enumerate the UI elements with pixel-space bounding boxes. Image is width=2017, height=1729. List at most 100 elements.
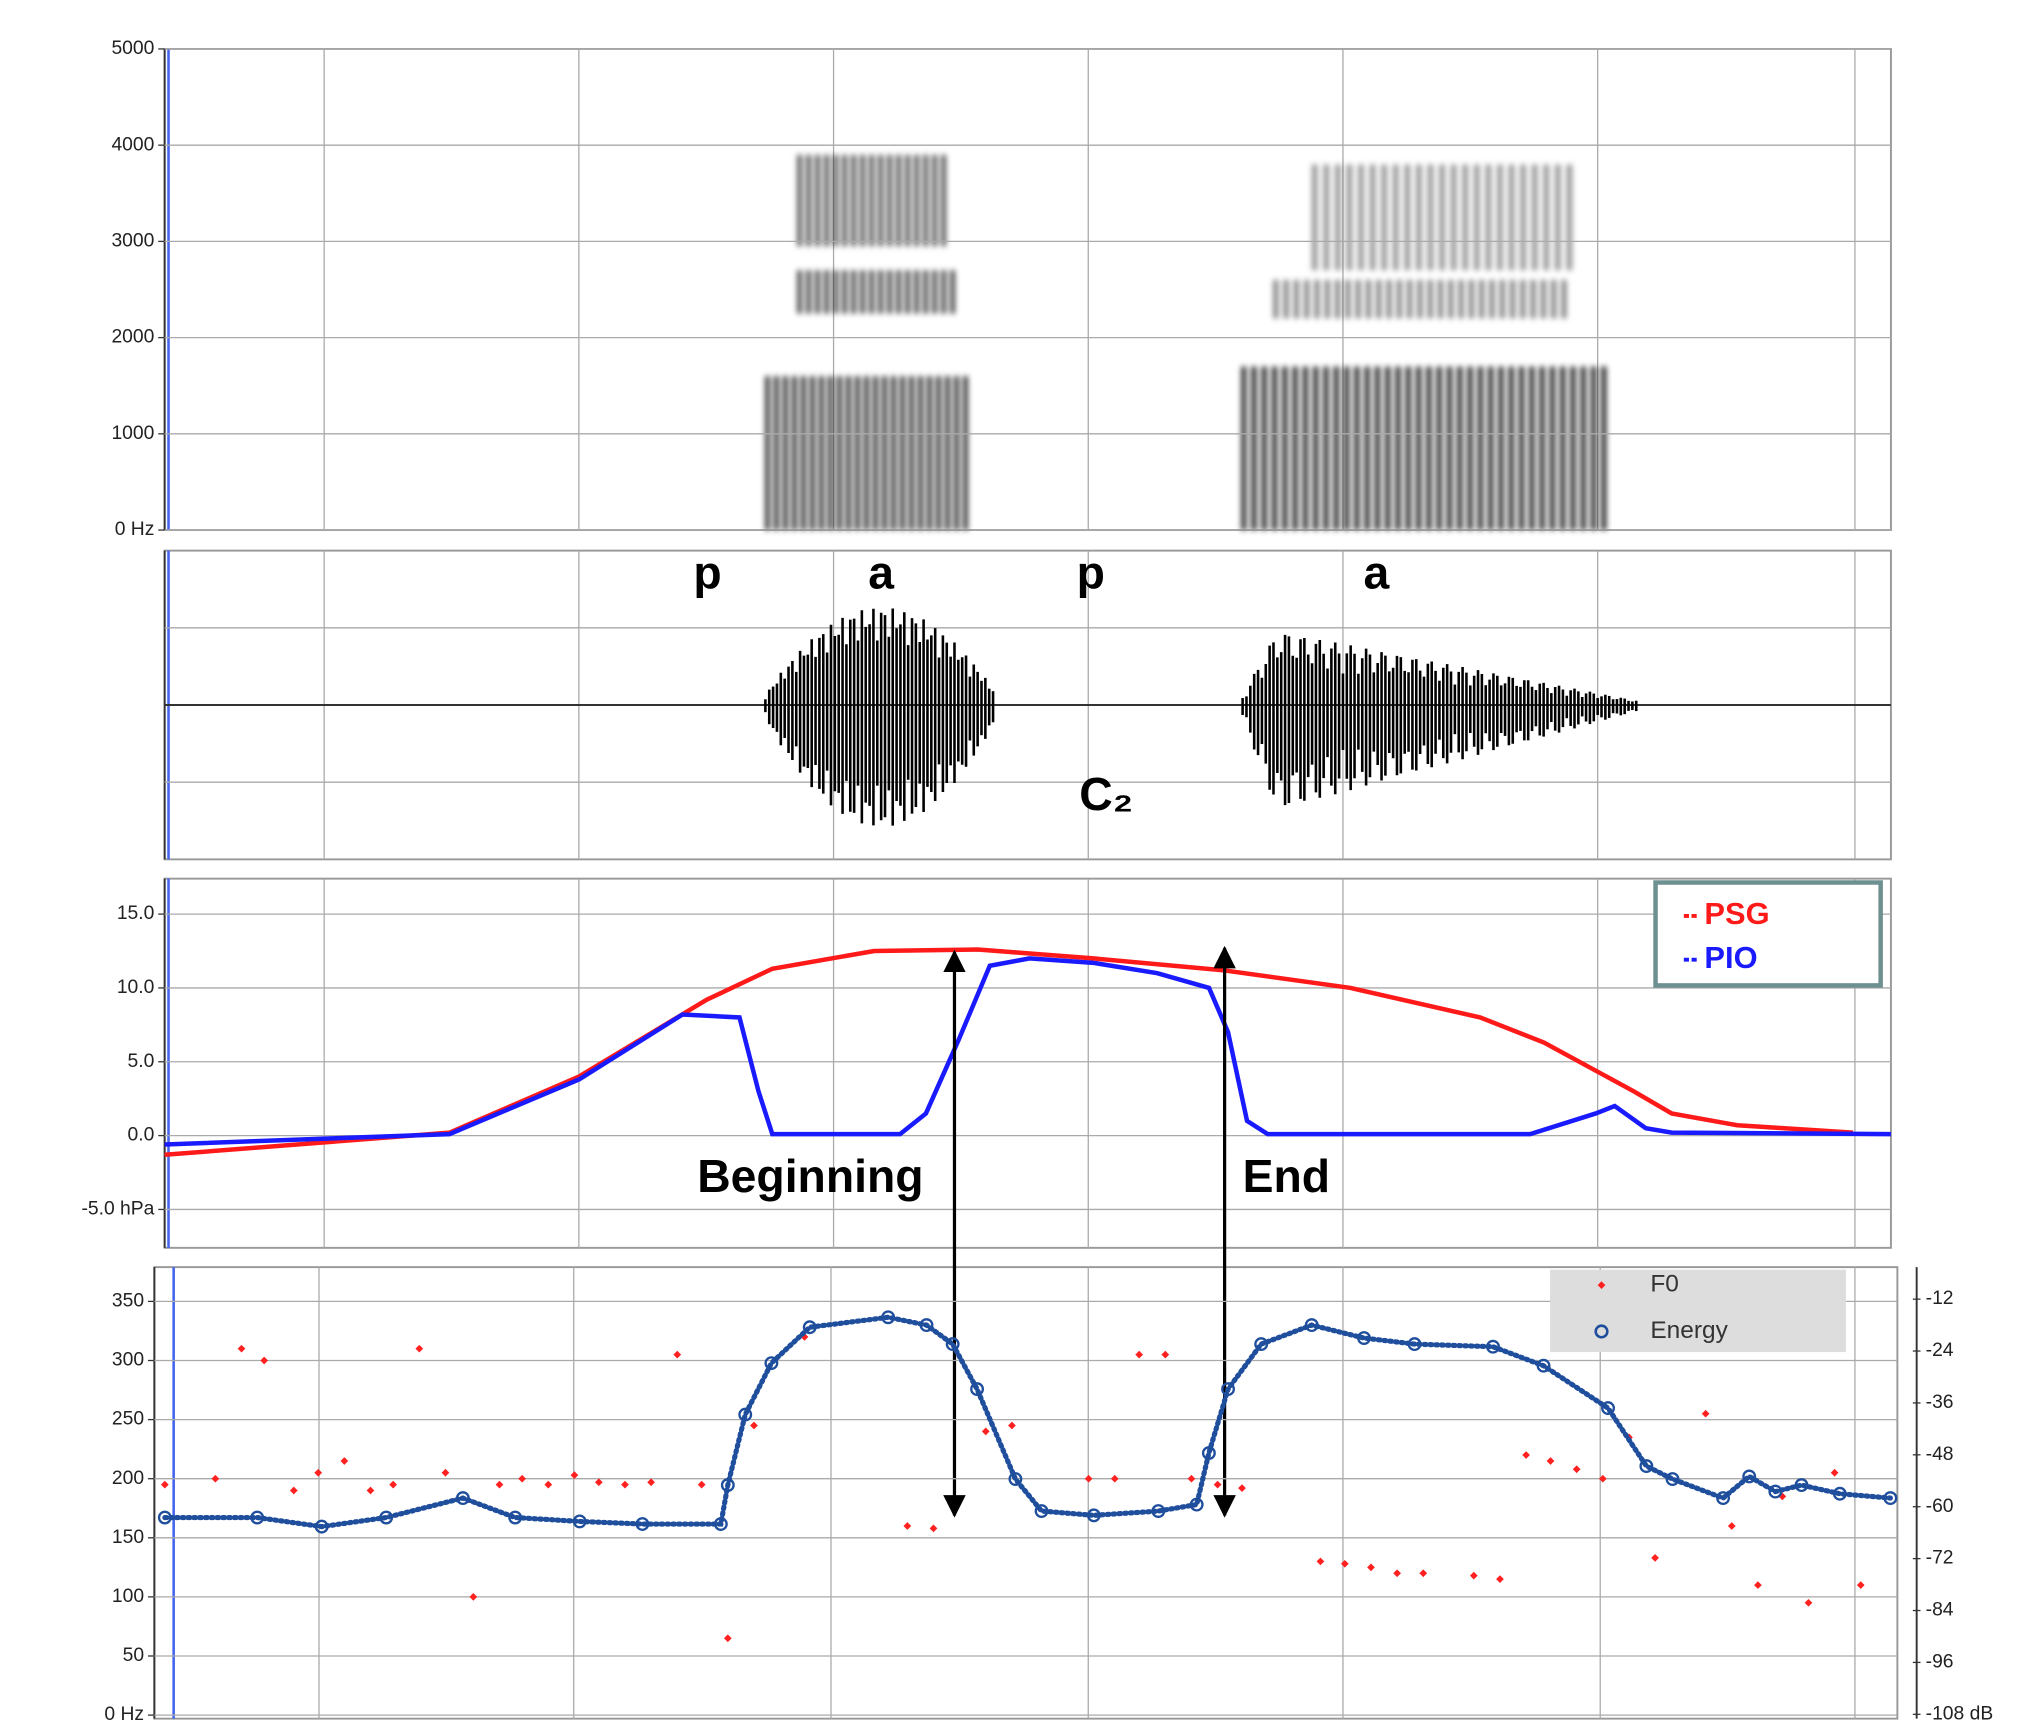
f0-point — [1340, 1559, 1349, 1568]
energy-point — [1034, 1504, 1049, 1518]
phoneme-label: a — [868, 547, 895, 599]
formant — [1530, 279, 1536, 319]
formant — [1478, 366, 1483, 531]
formant — [882, 376, 887, 531]
formant — [932, 270, 937, 314]
formant — [1335, 164, 1341, 271]
series-line — [164, 947, 1854, 1158]
energy-point — [1665, 1472, 1680, 1486]
y-tick-label: -36 — [1926, 1392, 1954, 1413]
formant — [1488, 366, 1493, 531]
energy-point — [1357, 1331, 1371, 1346]
y-tick-label: -96 — [1926, 1652, 1954, 1673]
formant — [1436, 366, 1442, 531]
f0-point — [495, 1480, 504, 1489]
formant — [801, 376, 806, 531]
formant — [905, 154, 910, 247]
f0-point — [1419, 1569, 1428, 1578]
f0-point — [1238, 1484, 1246, 1493]
formant — [1570, 366, 1576, 531]
f0-point — [673, 1350, 682, 1359]
energy-point — [1221, 1382, 1236, 1397]
annotation: End — [1243, 1150, 1330, 1202]
energy-point — [1086, 1508, 1101, 1523]
formant — [1416, 366, 1421, 531]
formant — [1312, 164, 1318, 271]
f0-point — [518, 1474, 526, 1483]
formant — [806, 270, 811, 314]
energy-line — [162, 1314, 1893, 1530]
energy-point — [764, 1356, 779, 1371]
formant — [1543, 164, 1549, 271]
formant — [819, 376, 824, 531]
formant — [837, 376, 842, 531]
y-tick-label: 1000 — [111, 423, 154, 444]
formant — [909, 376, 914, 531]
f0-point — [1469, 1571, 1478, 1580]
f0-point — [389, 1480, 398, 1489]
formant — [891, 376, 896, 531]
formant — [1323, 164, 1329, 271]
formant — [1520, 164, 1526, 271]
formant — [833, 270, 838, 314]
formant — [774, 376, 779, 531]
spectrogram-image — [765, 154, 1607, 531]
formant — [1385, 366, 1391, 531]
formant — [1508, 164, 1515, 271]
formant — [923, 154, 928, 247]
y-tick-label: 250 — [112, 1409, 144, 1430]
formant — [1458, 279, 1464, 319]
formant — [1551, 279, 1556, 319]
y-tick-label: -108 dB — [1926, 1703, 1994, 1724]
energy-point — [1201, 1446, 1216, 1461]
f0-point — [415, 1344, 424, 1353]
y-tick-label: 50 — [123, 1645, 144, 1666]
formant — [1438, 279, 1443, 319]
y-tick-label: 4000 — [111, 134, 154, 155]
formant — [1467, 366, 1473, 531]
y-tick-label: 0 Hz — [115, 519, 155, 540]
f0-point — [1008, 1421, 1016, 1430]
formant — [864, 376, 869, 531]
energy-point — [1639, 1459, 1654, 1474]
formant — [1499, 279, 1505, 319]
formant — [851, 270, 856, 314]
formant — [797, 270, 802, 314]
energy-point — [738, 1407, 753, 1422]
formant — [1539, 366, 1545, 531]
formant — [1323, 366, 1329, 531]
formant — [1366, 279, 1371, 319]
formant — [828, 376, 833, 531]
y-tick-label: -5.0 hPa — [81, 1199, 154, 1220]
formant — [1541, 279, 1546, 319]
formant — [1303, 366, 1308, 531]
panel-frame — [163, 47, 1892, 532]
energy-point — [455, 1491, 470, 1506]
energy-point — [1742, 1469, 1757, 1484]
y-tick-label: 2000 — [111, 327, 154, 348]
formant — [855, 376, 860, 531]
f0-point — [1161, 1350, 1170, 1359]
formant — [1381, 164, 1387, 271]
formant — [878, 270, 883, 314]
decoration — [153, 47, 1918, 1720]
formant — [1497, 164, 1503, 271]
f0-point — [1213, 1480, 1222, 1489]
f0-point — [1135, 1350, 1144, 1359]
f0-point — [1084, 1474, 1093, 1483]
formant — [1520, 279, 1526, 319]
energy-point — [1151, 1504, 1166, 1518]
formant — [918, 376, 923, 531]
f0-point — [1393, 1569, 1401, 1578]
formant — [851, 154, 856, 247]
f0-point — [1187, 1474, 1196, 1483]
f0-point — [647, 1478, 655, 1487]
f0-point — [697, 1480, 706, 1489]
energy-point — [1883, 1491, 1898, 1506]
f0-point — [441, 1468, 450, 1477]
formant — [963, 376, 968, 531]
y-tick-label: 0.0 — [128, 1125, 155, 1146]
formant — [1519, 366, 1524, 531]
energy-point — [1407, 1337, 1422, 1352]
